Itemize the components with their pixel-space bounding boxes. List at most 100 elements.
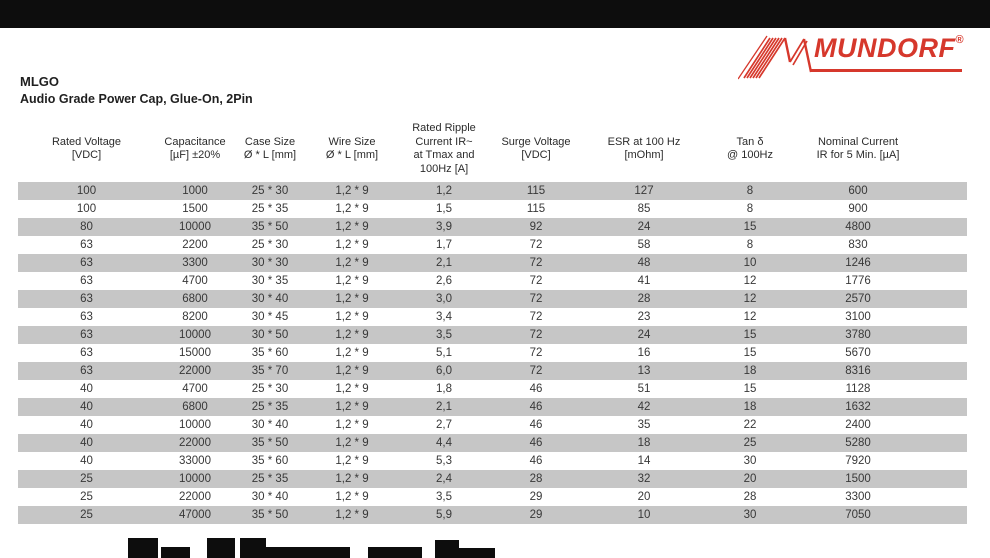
- table-cell: 1,7: [436, 239, 452, 251]
- table-cell: 35: [637, 419, 651, 431]
- table-cell: 40: [80, 383, 93, 395]
- table-cell: 25 * 35: [251, 473, 289, 485]
- table-cell: 85: [637, 203, 651, 215]
- table-cell: 20: [637, 491, 651, 503]
- table-cell: 30 * 30: [251, 257, 289, 269]
- table-cell: 35 * 60: [251, 455, 289, 467]
- table-cell: 30 * 40: [251, 491, 289, 503]
- table-cell: 18: [637, 437, 651, 449]
- table-cell: 25: [80, 491, 93, 503]
- table-cell: 16: [637, 347, 651, 359]
- table-cell: 115: [526, 185, 546, 197]
- table-cell: 20: [743, 473, 757, 485]
- table-row: 25 22000 30 * 40 1,2 * 9 3,5 29 20 28 3300: [18, 488, 967, 506]
- table-cell: 30 * 40: [251, 293, 289, 305]
- table-cell: 100: [76, 203, 97, 215]
- table-cell: 15: [743, 383, 757, 395]
- table-cell: 2,1: [436, 401, 452, 413]
- column-header: Capacitance [µF] ±20%: [164, 135, 226, 162]
- table-cell: 35 * 50: [251, 509, 289, 521]
- table-cell: 40: [80, 455, 93, 467]
- table-cell: 58: [637, 239, 651, 251]
- table-cell: 5,1: [436, 347, 452, 359]
- table-cell: 15: [743, 347, 757, 359]
- table-cell: 10: [743, 257, 757, 269]
- table-cell: 80: [80, 221, 93, 233]
- table-cell: 72: [529, 275, 543, 287]
- table-cell: 1128: [845, 383, 871, 395]
- table-cell: 1776: [845, 275, 871, 287]
- table-cell: 47000: [179, 509, 211, 521]
- table-row: 80 10000 35 * 50 1,2 * 9 3,9 92 24 15 4800: [18, 218, 967, 236]
- table-cell: 28: [637, 293, 651, 305]
- table-cell: 22000: [179, 365, 211, 377]
- logo-underline: [810, 69, 962, 72]
- table-cell: 8: [746, 203, 754, 215]
- table-row: 40 33000 35 * 60 1,2 * 9 5,3 46 14 30 7920: [18, 452, 967, 470]
- cutoff-text-fragment: [207, 538, 235, 558]
- table-cell: 1,2 * 9: [335, 347, 369, 359]
- table-cell: 2570: [845, 293, 871, 305]
- table-cell: 3,9: [436, 221, 452, 233]
- table-cell: 6,0: [436, 365, 452, 377]
- table-cell: 63: [80, 275, 93, 287]
- table-cell: 127: [634, 185, 654, 197]
- table-cell: 35 * 50: [251, 437, 289, 449]
- table-cell: 25 * 30: [251, 185, 289, 197]
- table-cell: 3300: [845, 491, 871, 503]
- table-cell: 2200: [182, 239, 208, 251]
- table-cell: 63: [80, 293, 93, 305]
- table-cell: 830: [848, 239, 868, 251]
- table-cell: 10000: [179, 473, 211, 485]
- brand-wordmark: MUNDORF®: [814, 33, 964, 63]
- table-cell: 48: [637, 257, 651, 269]
- table-cell: 46: [529, 383, 543, 395]
- table-cell: 42: [637, 401, 651, 413]
- table-cell: 115: [526, 203, 546, 215]
- table-cell: 12: [743, 293, 757, 305]
- table-header: Rated Voltage [VDC] Capacitance [µF] ±20%…: [18, 116, 967, 182]
- table-cell: 35 * 60: [251, 347, 289, 359]
- table-cell: 1,5: [436, 203, 452, 215]
- table-cell: 25 * 30: [251, 383, 289, 395]
- table-cell: 3,5: [436, 329, 452, 341]
- table-cell: 22000: [179, 437, 211, 449]
- table-cell: 23: [637, 311, 651, 323]
- table-cell: 46: [529, 401, 543, 413]
- table-cell: 40: [80, 437, 93, 449]
- column-header: Nominal Current IR for 5 Min. [µA]: [816, 135, 900, 162]
- table-cell: 12: [743, 275, 757, 287]
- table-cell: 40: [80, 419, 93, 431]
- table-cell: 4,4: [436, 437, 452, 449]
- table-cell: 46: [529, 455, 543, 467]
- table-cell: 2,7: [436, 419, 452, 431]
- column-header: ESR at 100 Hz [mOhm]: [607, 135, 681, 162]
- table-row: 63 8200 30 * 45 1,2 * 9 3,4 72 23 12 3100: [18, 308, 967, 326]
- table-cell: 6800: [182, 401, 208, 413]
- cutoff-text-fragment: [161, 547, 190, 558]
- table-cell: 32: [637, 473, 651, 485]
- table-cell: 5670: [845, 347, 871, 359]
- table-cell: 72: [529, 311, 543, 323]
- table-cell: 63: [80, 365, 93, 377]
- table-row: 63 4700 30 * 35 1,2 * 9 2,6 72 41 12 1776: [18, 272, 967, 290]
- table-cell: 63: [80, 257, 93, 269]
- table-cell: 25 * 35: [251, 401, 289, 413]
- table-cell: 600: [848, 185, 868, 197]
- table-cell: 18: [743, 365, 757, 377]
- table-cell: 5280: [845, 437, 871, 449]
- table-cell: 1246: [845, 257, 871, 269]
- table-cell: 5,9: [436, 509, 452, 521]
- table-row: 25 47000 35 * 50 1,2 * 9 5,9 29 10 30 7050: [18, 506, 967, 524]
- table-cell: 1,2 * 9: [335, 419, 369, 431]
- table-cell: 1,2 * 9: [335, 383, 369, 395]
- table-cell: 29: [529, 509, 543, 521]
- table-cell: 15000: [179, 347, 211, 359]
- table-cell: 24: [637, 329, 651, 341]
- table-cell: 29: [529, 491, 543, 503]
- mundorf-logo: MUNDORF®: [738, 32, 970, 82]
- table-cell: 7920: [845, 455, 871, 467]
- table-cell: 72: [529, 347, 543, 359]
- table-cell: 10: [637, 509, 651, 521]
- table-cell: 8: [746, 239, 754, 251]
